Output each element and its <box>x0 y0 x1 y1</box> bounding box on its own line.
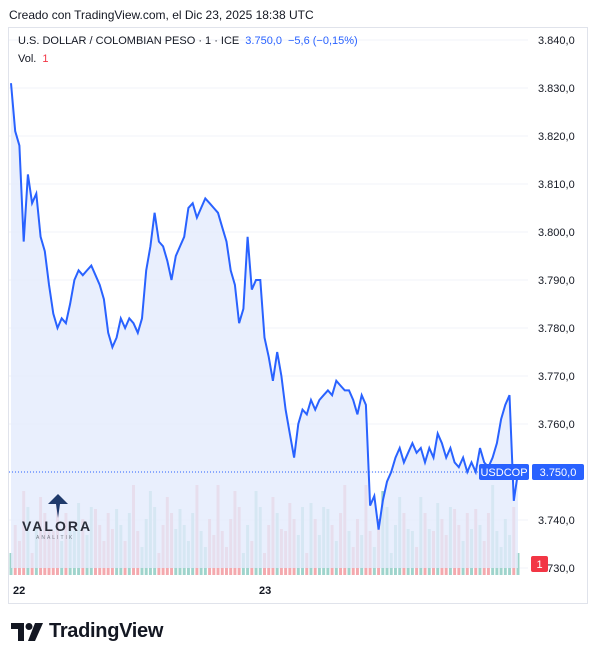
volume-legend[interactable]: Vol. 1 <box>18 53 48 65</box>
watermark-name: VALORA <box>22 518 93 534</box>
symbol-legend[interactable]: U.S. DOLLAR / COLOMBIAN PESO · 1 · ICE 3.… <box>18 35 358 47</box>
svg-text:3.750,0: 3.750,0 <box>540 467 577 479</box>
price-badges: USDCOP 3.750,0 1 <box>479 464 584 572</box>
y-tick-label: 3.810,0 <box>538 179 575 191</box>
svg-text:1: 1 <box>536 559 542 571</box>
tradingview-footer[interactable]: TradingView <box>11 620 163 643</box>
valora-logo-icon <box>48 494 68 518</box>
chart-caption: Creado con TradingView.com, el Dic 23, 2… <box>9 8 314 22</box>
tradingview-brand: TradingView <box>49 620 164 642</box>
y-tick-label: 3.840,0 <box>538 35 575 47</box>
volume-value: 1 <box>42 53 49 65</box>
volume-label: Vol. <box>18 53 37 65</box>
x-tick-label: 23 <box>259 585 271 597</box>
last-price-badge: 3.750,0 <box>532 464 584 480</box>
chart-frame <box>8 27 588 604</box>
time-axis: 22 23 <box>13 585 271 597</box>
volume-badge: 1 <box>531 556 548 572</box>
price-area-fill <box>11 83 518 568</box>
y-tick-label: 3.800,0 <box>538 227 575 239</box>
price-axis: 3.840,0 3.830,0 3.820,0 3.810,0 3.800,0 3.790… <box>538 35 575 575</box>
svg-text:USDCOP: USDCOP <box>480 467 527 479</box>
tradingview-logo-icon <box>11 622 43 641</box>
y-tick-label: 3.820,0 <box>538 131 575 143</box>
valora-watermark: VALORA ANALITIK <box>22 494 98 544</box>
y-tick-label: 3.740,0 <box>538 515 575 527</box>
y-tick-label: 3.780,0 <box>538 323 575 335</box>
watermark-sub: ANALITIK <box>36 535 75 541</box>
y-tick-label: 3.760,0 <box>538 419 575 431</box>
y-tick-label: 3.770,0 <box>538 371 575 383</box>
symbol-title: U.S. DOLLAR / COLOMBIAN PESO · 1 · ICE <box>18 35 240 47</box>
symbol-badge: USDCOP <box>479 464 529 480</box>
y-tick-label: 3.790,0 <box>538 275 575 287</box>
y-tick-label: 3.830,0 <box>538 83 575 95</box>
legend-price: 3.750,0 <box>245 35 282 47</box>
price-line <box>10 83 519 530</box>
x-tick-label: 22 <box>13 585 25 597</box>
legend-change: −5,6 (−0,15%) <box>287 35 358 47</box>
